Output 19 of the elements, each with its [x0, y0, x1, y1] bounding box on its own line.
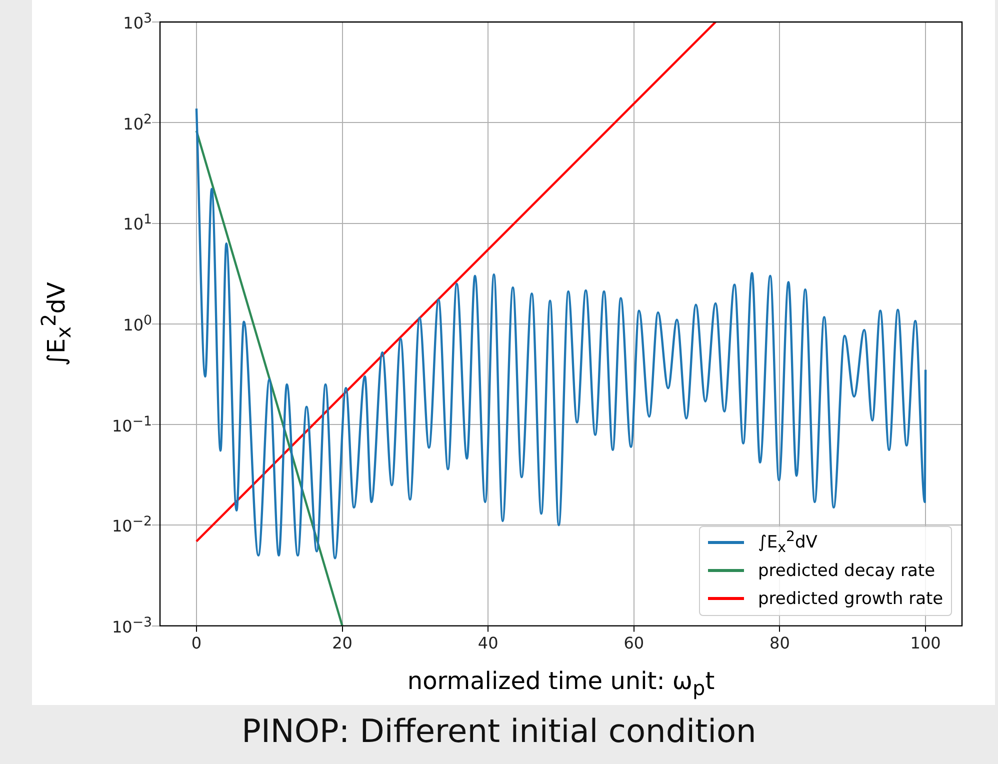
x-tick-label: 40	[478, 634, 498, 653]
legend-label: ∫E$_{x}$$^{2}$dV	[758, 529, 818, 556]
y-tick-label: 10$^{−3}$	[110, 615, 152, 636]
x-tick-label: 20	[332, 634, 352, 653]
y-tick-label: 10$^{−2}$	[110, 514, 152, 536]
y-tick-label: 10$^{1}$	[122, 212, 152, 234]
legend-label: predicted decay rate	[758, 560, 936, 581]
x-tick-label: 100	[910, 634, 941, 653]
y-tick-label: 10$^{0}$	[122, 313, 152, 335]
x-tick-label: 60	[624, 634, 644, 653]
y-tick-label: 10$^{3}$	[122, 11, 152, 33]
y-tick-label: 10$^{−1}$	[110, 414, 152, 436]
legend-label: predicted growth rate	[758, 588, 944, 609]
x-tick-label: 0	[191, 634, 202, 653]
line-series	[195, 107, 927, 560]
x-axis-title: normalized time unit: ω$_{p}$t	[407, 667, 715, 700]
y-tick-label: 10$^{2}$	[122, 112, 152, 134]
x-tick-label: 80	[770, 634, 790, 653]
text: PINOP: Different initial condition	[240, 712, 758, 750]
